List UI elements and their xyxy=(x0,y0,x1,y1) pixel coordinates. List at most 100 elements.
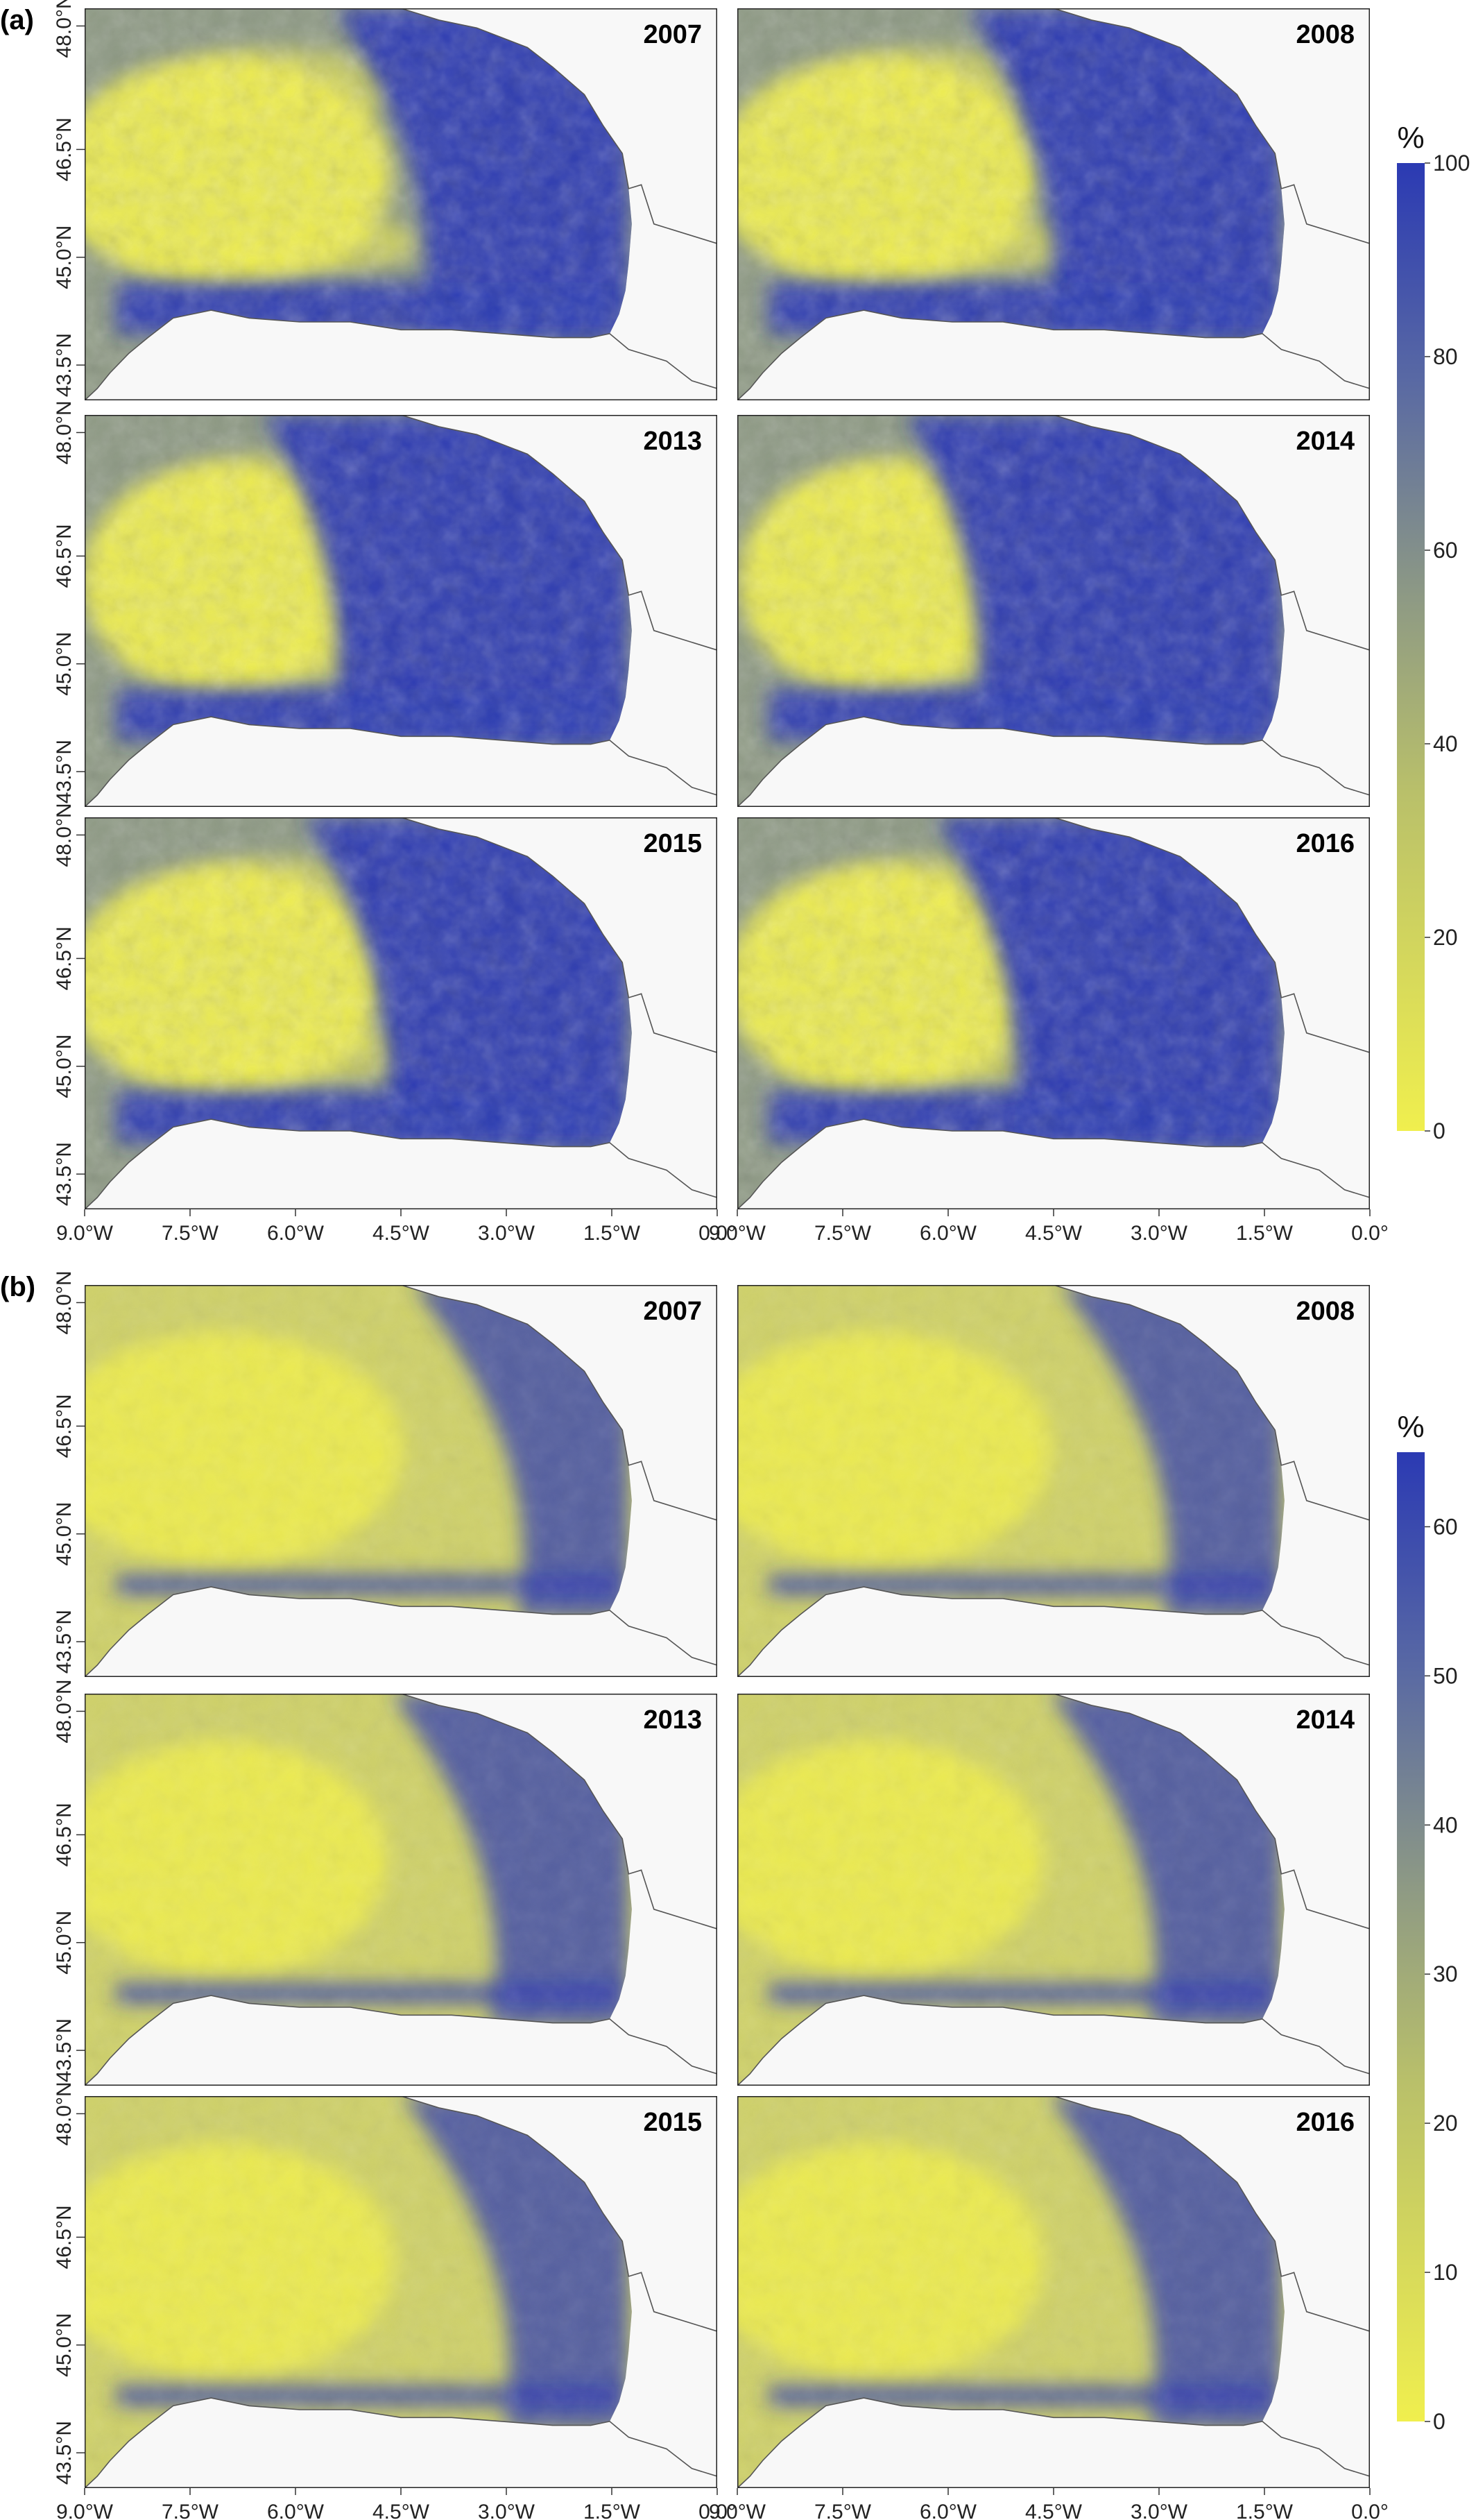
year-label: 2016 xyxy=(1296,2108,1355,2137)
map-panel-b-2016: 2016 xyxy=(737,2096,1370,2488)
colorbar-tick-label: 0 xyxy=(1433,1118,1445,1143)
coastline-south xyxy=(737,1995,1370,2086)
y-tick-label: 46.5°N xyxy=(53,1394,76,1458)
coastline-north xyxy=(400,2096,717,2332)
coastline-north xyxy=(400,1285,717,1521)
coastline-south xyxy=(85,2397,717,2488)
y-tick-label: 46.5°N xyxy=(53,1803,76,1866)
y-tick-label: 45.0°N xyxy=(53,225,76,289)
map-panel-a-2015: 2015 xyxy=(85,817,717,1209)
panel-label-a: (a) xyxy=(0,5,34,35)
year-label: 2013 xyxy=(643,427,702,456)
colorbar-title: % xyxy=(1397,1410,1424,1444)
y-tick-label: 43.5°N xyxy=(53,2421,76,2485)
x-tick-label: 9.0°W xyxy=(709,1222,766,1245)
colorbar-a: % 0 20 40 60 80 100 xyxy=(1397,121,1470,1143)
coastline-south xyxy=(85,309,717,400)
x-tick-label: 1.5°W xyxy=(583,1222,641,1245)
y-tick-label: 43.5°N xyxy=(53,1610,76,1674)
colorbar-gradient xyxy=(1397,1452,1425,2421)
coastline-south xyxy=(737,2397,1370,2488)
colorbar-tick-label: 20 xyxy=(1433,2111,1458,2136)
x-tick-label: 9.0°W xyxy=(56,1222,114,1245)
colorbars: % 0 20 40 60 80 100% 0 10 20 30 40 50 60 xyxy=(1397,121,1470,2434)
sea-area xyxy=(737,1285,1285,1677)
year-label: 2014 xyxy=(1296,1705,1355,1735)
x-tick-label: 6.0°W xyxy=(920,2501,977,2520)
map-frame xyxy=(85,8,717,400)
colorbar-tick-label: 30 xyxy=(1433,1961,1458,1986)
y-tick-label: 43.5°N xyxy=(53,2018,76,2082)
sea-area xyxy=(85,1694,632,2086)
map-panel-b-2008: 2008 xyxy=(737,1285,1370,1677)
colorbar-b: % 0 10 20 30 40 50 60 xyxy=(1397,1410,1458,2434)
map-panel-b-2015: 2015 xyxy=(85,2096,717,2488)
coastline-north xyxy=(1053,8,1370,244)
y-tick-label: 48.0°N xyxy=(53,1270,76,1334)
map-panel-a-2007: 2007 xyxy=(85,8,717,400)
x-tick-label: 7.5°W xyxy=(814,1222,872,1245)
y-tick-label: 46.5°N xyxy=(53,2205,76,2269)
y-tick-label: 48.0°N xyxy=(53,2081,76,2145)
y-tick-label: 46.5°N xyxy=(53,117,76,181)
coastline-north xyxy=(400,817,717,1053)
x-tick-label: 4.5°W xyxy=(372,2501,430,2520)
coastline-north xyxy=(400,8,717,244)
x-tick-label: 0.0° xyxy=(698,1222,736,1245)
coastline-north xyxy=(1053,2096,1370,2332)
map-frame xyxy=(85,1694,717,2086)
x-tick-label: 1.5°W xyxy=(1236,2501,1294,2520)
map-frame xyxy=(737,1694,1370,2086)
colorbar-tick-label: 10 xyxy=(1433,2260,1458,2285)
map-frame xyxy=(737,1285,1370,1677)
map-frame xyxy=(85,1285,717,1677)
x-tick-label: 4.5°W xyxy=(372,1222,430,1245)
coastline-south xyxy=(737,716,1370,807)
x-tick-label: 7.5°W xyxy=(162,2501,219,2520)
year-label: 2008 xyxy=(1296,1297,1355,1326)
x-tick-label: 6.0°W xyxy=(920,1222,977,1245)
map-panel-a-2008: 2008 xyxy=(737,8,1370,400)
year-label: 2014 xyxy=(1296,427,1355,456)
map-frame xyxy=(85,2096,717,2488)
year-label: 2016 xyxy=(1296,829,1355,858)
colorbar-gradient xyxy=(1397,163,1425,1131)
x-tick-label: 0.0° xyxy=(1351,1222,1389,1245)
coastline-south xyxy=(85,1586,717,1677)
coastline-south xyxy=(737,1118,1370,1209)
coastline-south xyxy=(85,1995,717,2086)
colorbar-tick-label: 100 xyxy=(1433,151,1470,176)
map-panel-b-2013: 2013 xyxy=(85,1694,717,2086)
year-label: 2008 xyxy=(1296,20,1355,49)
year-label: 2007 xyxy=(643,20,702,49)
x-tick-label: 7.5°W xyxy=(814,2501,872,2520)
y-tick-label: 43.5°N xyxy=(53,1142,76,1206)
x-tick-label: 0.0° xyxy=(1351,2501,1389,2520)
colorbar-tick-label: 40 xyxy=(1433,731,1458,756)
coastline-south xyxy=(737,309,1370,400)
x-tick-label: 4.5°W xyxy=(1025,2501,1083,2520)
y-tick-label: 45.0°N xyxy=(53,632,76,696)
colorbar-tick-label: 80 xyxy=(1433,344,1458,369)
coastline-north xyxy=(1053,817,1370,1053)
map-frame xyxy=(737,817,1370,1209)
x-tick-label: 3.0°W xyxy=(1131,2501,1188,2520)
x-tick-label: 3.0°W xyxy=(478,2501,535,2520)
colorbar-tick-label: 60 xyxy=(1433,1514,1458,1539)
x-tick-label: 6.0°W xyxy=(267,1222,325,1245)
x-tick-label: 3.0°W xyxy=(1131,1222,1188,1245)
map-frame xyxy=(85,415,717,807)
y-tick-label: 48.0°N xyxy=(53,0,76,58)
map-frame xyxy=(737,2096,1370,2488)
panel-label-b: (b) xyxy=(0,1272,35,1302)
y-tick-label: 46.5°N xyxy=(53,524,76,588)
coastline-north xyxy=(1053,1694,1370,1930)
x-tick-label: 6.0°W xyxy=(267,2501,325,2520)
map-frame xyxy=(737,8,1370,400)
coastline-south xyxy=(85,1118,717,1209)
year-label: 2007 xyxy=(643,1297,702,1326)
x-tick-label: 4.5°W xyxy=(1025,1222,1083,1245)
colorbar-tick-label: 20 xyxy=(1433,925,1458,950)
x-tick-label: 0.0° xyxy=(698,2501,736,2520)
